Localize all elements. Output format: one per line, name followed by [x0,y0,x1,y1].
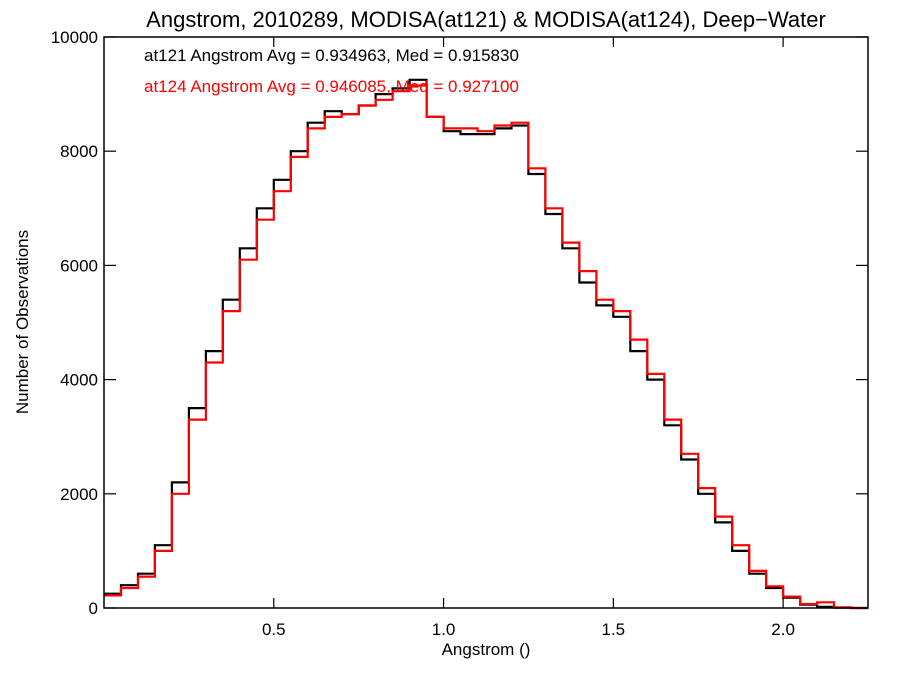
y-tick-label: 10000 [51,28,98,47]
series-layer [104,78,868,610]
axis-layer: 0.5 1.0 1.5 2.0 0 2000 4000 6000 8000 10000 [51,28,868,639]
y-tick-label: 2000 [60,485,98,504]
y-axis-label: Number of Observations [13,230,32,414]
y-tick-label: 8000 [60,142,98,161]
series-line-at121 [104,78,868,610]
annotation-at121: at121 Angstrom Avg = 0.934963, Med = 0.9… [144,46,519,65]
y-tick-label: 0 [89,599,98,618]
x-tick-label: 0.5 [262,620,286,639]
y-tick-label: 6000 [60,256,98,275]
x-axis-label: Angstrom () [442,640,531,659]
x-tick-label: 1.0 [432,620,456,639]
chart-title: Angstrom, 2010289, MODISA(at121) & MODIS… [146,7,826,32]
series-line-at124 [104,84,868,610]
annotation-at124: at124 Angstrom Avg = 0.946085, Med = 0.9… [144,77,519,96]
x-tick-label: 2.0 [771,620,795,639]
plot-frame [103,36,869,609]
x-tick-label: 1.5 [602,620,626,639]
y-tick-label: 4000 [60,371,98,390]
